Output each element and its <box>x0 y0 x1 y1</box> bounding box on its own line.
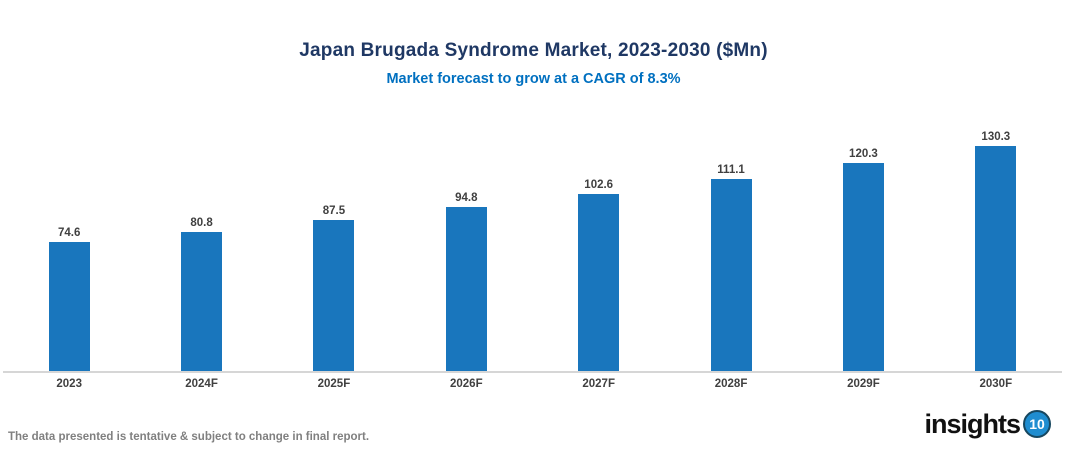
bar-column: 102.6 <box>533 179 665 371</box>
insights10-logo: insights 10 <box>924 410 1051 438</box>
chart-title: Japan Brugada Syndrome Market, 2023-2030… <box>299 40 768 61</box>
plot-area: 74.6 80.8 87.5 94.8 102.6 111.1 120.3 130.3 <box>3 127 1062 373</box>
bar-value-label: 80.8 <box>190 216 213 229</box>
logo-badge-10: 10 <box>1023 410 1051 438</box>
bar-column: 94.8 <box>400 192 532 371</box>
bar-value-label: 102.6 <box>584 178 614 191</box>
bar-column: 74.6 <box>3 227 135 371</box>
x-axis-label: 2027F <box>582 378 615 390</box>
x-axis-label: 2030F <box>979 378 1013 390</box>
bar-value-label: 120.3 <box>849 148 878 161</box>
bar <box>842 163 884 371</box>
bar <box>445 207 487 371</box>
bar <box>313 219 355 371</box>
bar-column: 120.3 <box>797 148 929 371</box>
logo-wordmark: insights <box>924 408 1021 439</box>
bar-column: 130.3 <box>930 131 1062 371</box>
bar-value-label: 111.1 <box>717 164 745 177</box>
x-axis-label: 2024F <box>185 378 218 390</box>
footer-disclaimer: The data presented is tentative & subjec… <box>8 431 370 443</box>
x-axis-label: 2028F <box>714 378 748 390</box>
bar-column: 111.1 <box>665 164 797 371</box>
bar <box>710 179 752 371</box>
bar <box>578 193 620 371</box>
x-axis-label: 2029F <box>847 378 880 390</box>
x-axis-label: 2023 <box>56 378 82 390</box>
bar <box>181 231 223 371</box>
bar-column: 87.5 <box>268 205 400 371</box>
bar-column: 80.8 <box>135 216 267 371</box>
bar-value-label: 130.3 <box>981 131 1011 143</box>
bar-value-label: 87.5 <box>322 204 346 217</box>
bar <box>48 242 90 371</box>
x-axis-label: 2026F <box>450 378 483 390</box>
bar <box>975 146 1017 371</box>
chart-subtitle: Market forecast to grow at a CAGR of 8.3… <box>386 71 681 87</box>
x-axis-labels: 2023 2024F 2025F 2026F 2027F 2028F 2029F 2030F <box>3 378 1062 390</box>
x-axis-label: 2025F <box>317 378 351 390</box>
bar-value-label: 74.6 <box>57 227 81 240</box>
bar-value-label: 94.8 <box>455 192 478 205</box>
